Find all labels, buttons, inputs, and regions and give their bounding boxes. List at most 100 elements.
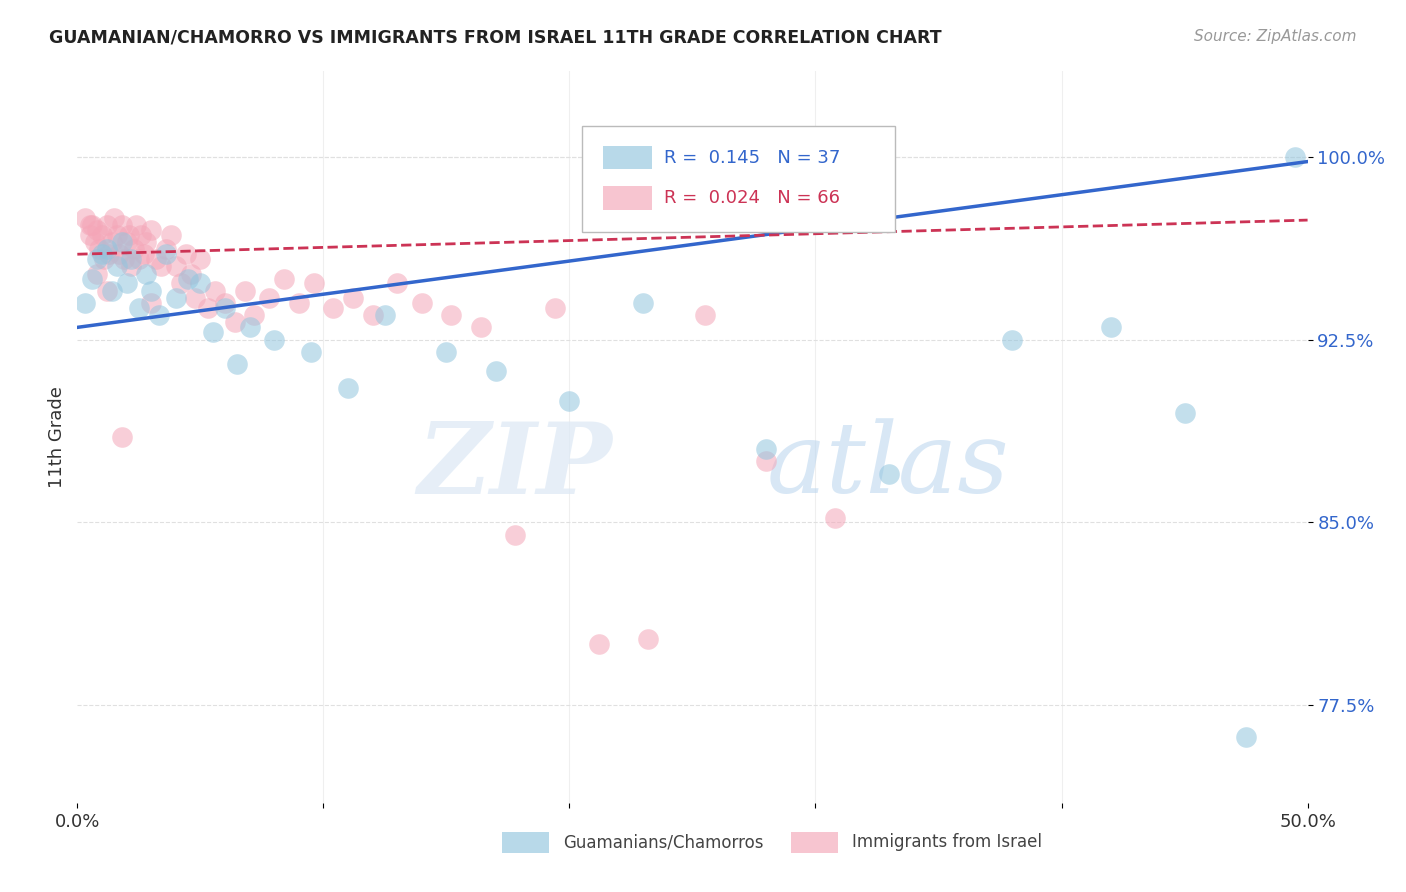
Point (197, 301, 219, 315)
Point (299, 344, 322, 359)
Point (505, 527, 527, 541)
Point (273, 271, 295, 285)
Point (755, 442, 778, 457)
Text: Guamanians/Chamorros: Guamanians/Chamorros (564, 833, 763, 851)
Point (544, 301, 567, 315)
Point (226, 357, 249, 371)
Point (148, 308, 170, 322)
Point (337, 381, 360, 395)
Point (96, 218, 118, 232)
Point (1234, 730, 1257, 744)
Point (1284, 150, 1306, 164)
Point (73, 211, 96, 225)
Point (118, 227, 141, 242)
Point (98, 247, 121, 261)
Point (79, 218, 101, 232)
Point (111, 235, 132, 249)
Point (1001, 333, 1024, 347)
Point (128, 301, 150, 315)
Point (111, 430, 132, 444)
Point (93, 252, 115, 266)
FancyBboxPatch shape (603, 186, 652, 210)
Point (105, 260, 128, 274)
Point (79, 227, 101, 242)
Point (693, 308, 716, 322)
Point (165, 291, 187, 305)
Point (588, 637, 610, 651)
Point (101, 235, 124, 249)
Point (82, 271, 104, 285)
Point (243, 308, 266, 322)
FancyBboxPatch shape (502, 832, 548, 853)
FancyBboxPatch shape (603, 146, 652, 169)
Point (239, 320, 262, 334)
Point (411, 296, 433, 310)
Point (374, 308, 396, 322)
Point (89, 243, 111, 257)
Point (288, 296, 311, 310)
Text: Source: ZipAtlas.com: Source: ZipAtlas.com (1194, 29, 1357, 44)
Point (129, 227, 153, 242)
Point (224, 316, 246, 330)
Point (96, 284, 118, 298)
Point (259, 291, 281, 305)
Point (125, 218, 148, 232)
FancyBboxPatch shape (582, 126, 896, 232)
Point (174, 247, 197, 261)
Point (188, 277, 212, 291)
Point (160, 227, 183, 242)
Y-axis label: 11th Grade: 11th Grade (48, 386, 66, 488)
Text: R =  0.024   N = 66: R = 0.024 N = 66 (664, 189, 841, 207)
Point (342, 291, 364, 305)
Point (86, 267, 108, 281)
Point (135, 267, 157, 281)
Point (361, 308, 384, 322)
Point (188, 252, 212, 266)
Point (322, 301, 344, 315)
Point (898, 808, 921, 822)
Point (214, 296, 236, 310)
Text: atlas: atlas (766, 418, 1010, 514)
Point (90, 247, 114, 261)
Point (132, 247, 155, 261)
Point (180, 267, 202, 281)
Point (121, 252, 143, 266)
Point (141, 223, 163, 237)
Point (440, 308, 463, 322)
Point (177, 271, 200, 285)
Point (201, 325, 224, 339)
Point (145, 252, 167, 266)
Text: Immigrants from Israel: Immigrants from Israel (852, 833, 1042, 851)
Point (184, 291, 207, 305)
Text: GUAMANIAN/CHAMORRO VS IMMIGRANTS FROM ISRAEL 11TH GRADE CORRELATION CHART: GUAMANIAN/CHAMORRO VS IMMIGRANTS FROM IS… (49, 29, 942, 46)
Point (1099, 320, 1122, 334)
Point (302, 277, 325, 291)
Point (436, 344, 458, 359)
Point (155, 247, 177, 261)
Point (101, 284, 124, 298)
Point (558, 393, 581, 408)
Point (141, 296, 163, 310)
Point (155, 243, 177, 257)
Point (96, 243, 118, 257)
Point (108, 247, 131, 261)
Point (1174, 406, 1197, 420)
Point (115, 235, 138, 249)
Point (73, 296, 96, 310)
Point (755, 454, 778, 468)
Point (633, 296, 655, 310)
Point (824, 510, 846, 524)
Text: ZIP: ZIP (418, 418, 613, 515)
Point (263, 333, 285, 347)
Point (82, 218, 104, 232)
Point (165, 260, 187, 274)
Point (879, 467, 901, 481)
FancyBboxPatch shape (792, 832, 838, 853)
Point (111, 218, 132, 232)
Point (115, 277, 138, 291)
Point (86, 223, 108, 237)
Point (204, 284, 226, 298)
Point (121, 260, 143, 274)
Point (135, 235, 157, 249)
Point (86, 252, 108, 266)
